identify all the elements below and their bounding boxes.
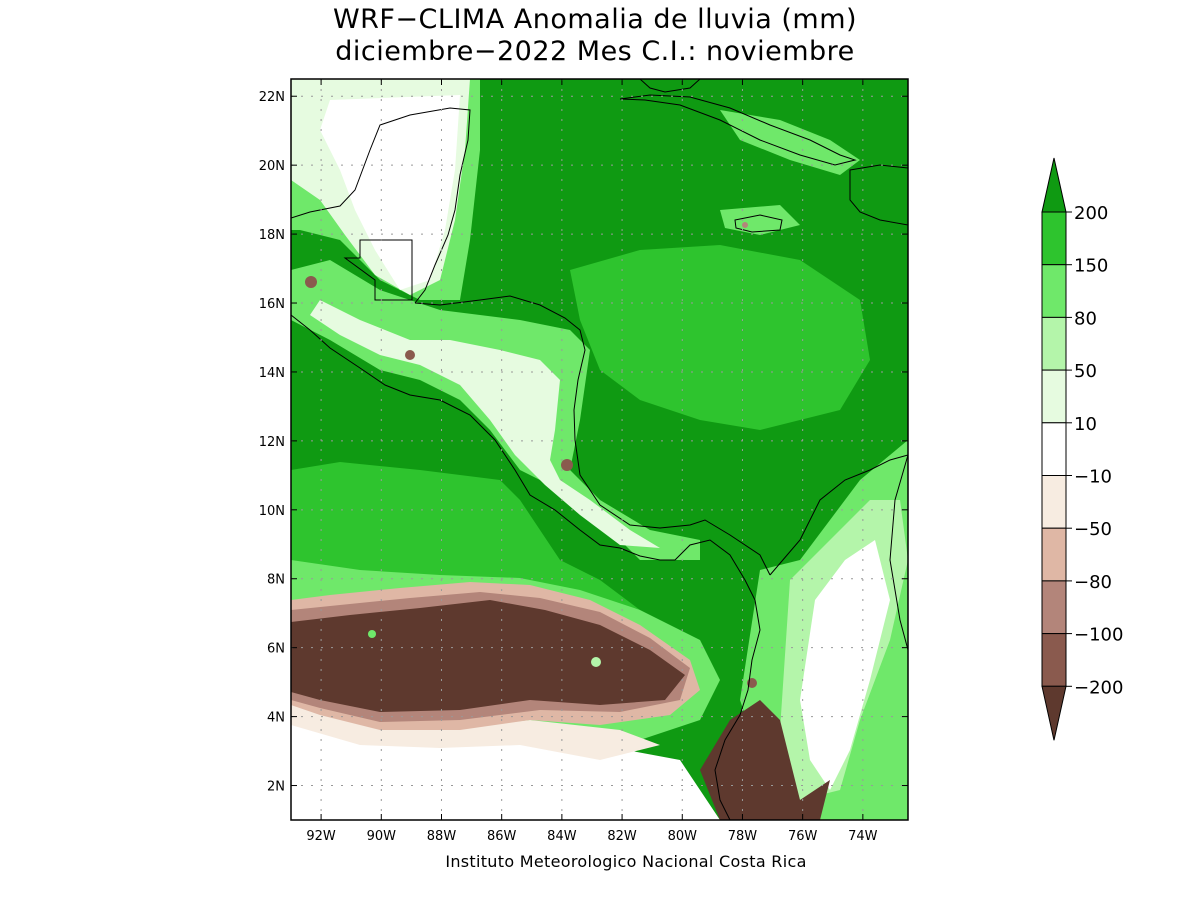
colorbar-label: 10 [1074, 414, 1097, 435]
southern-cream-zone [291, 690, 660, 760]
lon-tick-label: 90W [367, 829, 397, 844]
caribbean-green-patches [570, 245, 870, 430]
lat-tick-label: 8N [267, 573, 285, 588]
pacific-green-spot-2 [591, 657, 601, 667]
lat-tick-label: 2N [267, 780, 285, 795]
map-title-line-2: diciembre−2022 Mes C.I.: noviembre [335, 36, 855, 67]
lon-tick-label: 78W [728, 829, 758, 844]
southern-white-zone [291, 700, 720, 820]
colorbar-top-arrow [1041, 157, 1067, 213]
colorbar-segment [1041, 316, 1067, 371]
colombia-border [889, 454, 908, 651]
lon-tick-label: 88W [427, 829, 457, 844]
guatemala-border [343, 239, 413, 301]
colorbar-segment [1041, 580, 1067, 635]
lon-tick-label: 86W [487, 829, 517, 844]
yucatan-white [320, 95, 460, 290]
lat-lon-grid [291, 79, 908, 820]
florida-tip [639, 79, 701, 93]
colorbar: 200 150 80 50 10 −10 −50 −80 −100 −200 [1041, 157, 1123, 741]
lat-tick-label: 4N [267, 711, 285, 726]
jamaica-outline [734, 214, 783, 233]
colorbar-segment [1041, 527, 1067, 582]
colorbar-segment [1041, 475, 1067, 529]
colorbar-label: −100 [1074, 625, 1123, 646]
colorbar-segment [1041, 369, 1067, 424]
colorbar-label: 200 [1074, 203, 1108, 224]
hispaniola-outline [849, 164, 908, 226]
colorbar-label: −10 [1074, 467, 1112, 488]
central-america-pacific-coast [291, 314, 756, 601]
colorbar-label: −80 [1074, 572, 1112, 593]
lat-tick-label: 20N [259, 159, 285, 174]
colorbar-segment [1041, 211, 1067, 266]
lat-tick-label: 10N [259, 504, 285, 519]
colorbar-label: 150 [1074, 256, 1108, 277]
lat-tick-label: 6N [267, 642, 285, 657]
axis-ticks: 22N 20N 18N 16N 14N 12N 10N 8N 6N 4N 2N 92W 90W 88W 86… [259, 79, 908, 844]
lon-tick-label: 76W [788, 829, 818, 844]
central-america-caribbean-coast [414, 295, 771, 576]
negative-spot-2 [405, 350, 415, 360]
lat-tick-label: 14N [259, 366, 285, 381]
colombia-white [800, 540, 890, 790]
lat-tick-label: 22N [259, 90, 285, 105]
colombia-coast [714, 599, 761, 820]
lon-tick-label: 80W [668, 829, 698, 844]
map-title-line-1: WRF−CLIMA Anomalia de lluvia (mm) [332, 4, 858, 35]
lat-tick-label: 16N [259, 297, 285, 312]
map-border [290, 78, 909, 821]
colorbar-label: −200 [1074, 677, 1123, 698]
negative-spot [305, 276, 317, 288]
colombia-dark-south [700, 700, 830, 820]
cuba-outline [619, 94, 857, 166]
coastlines [291, 79, 908, 820]
colorbar-label: −50 [1074, 519, 1112, 540]
colorbar-label: 80 [1074, 308, 1097, 329]
central-america-pale [310, 300, 660, 548]
lon-tick-label: 74W [848, 829, 878, 844]
negative-spot-4 [742, 222, 748, 228]
negative-band-darkest [291, 600, 685, 712]
colorbar-segment [1041, 422, 1067, 476]
lat-tick-label: 12N [259, 435, 285, 450]
pacific-green-spot [368, 630, 376, 638]
cuba-light [720, 110, 860, 175]
negative-spot-3 [561, 459, 573, 471]
colorbar-label: 50 [1074, 361, 1097, 382]
lon-tick-label: 84W [547, 829, 577, 844]
lon-tick-label: 92W [306, 829, 336, 844]
lat-tick-label: 18N [259, 228, 285, 243]
colorbar-segment [1041, 633, 1067, 687]
venezuela-coast [769, 454, 908, 576]
lon-tick-label: 82W [607, 829, 637, 844]
credit-text: Instituto Meteorologico Nacional Costa R… [445, 852, 807, 871]
colorbar-segment [1041, 264, 1067, 318]
colorbar-bottom-arrow [1041, 685, 1067, 741]
anomaly-field [291, 79, 908, 820]
